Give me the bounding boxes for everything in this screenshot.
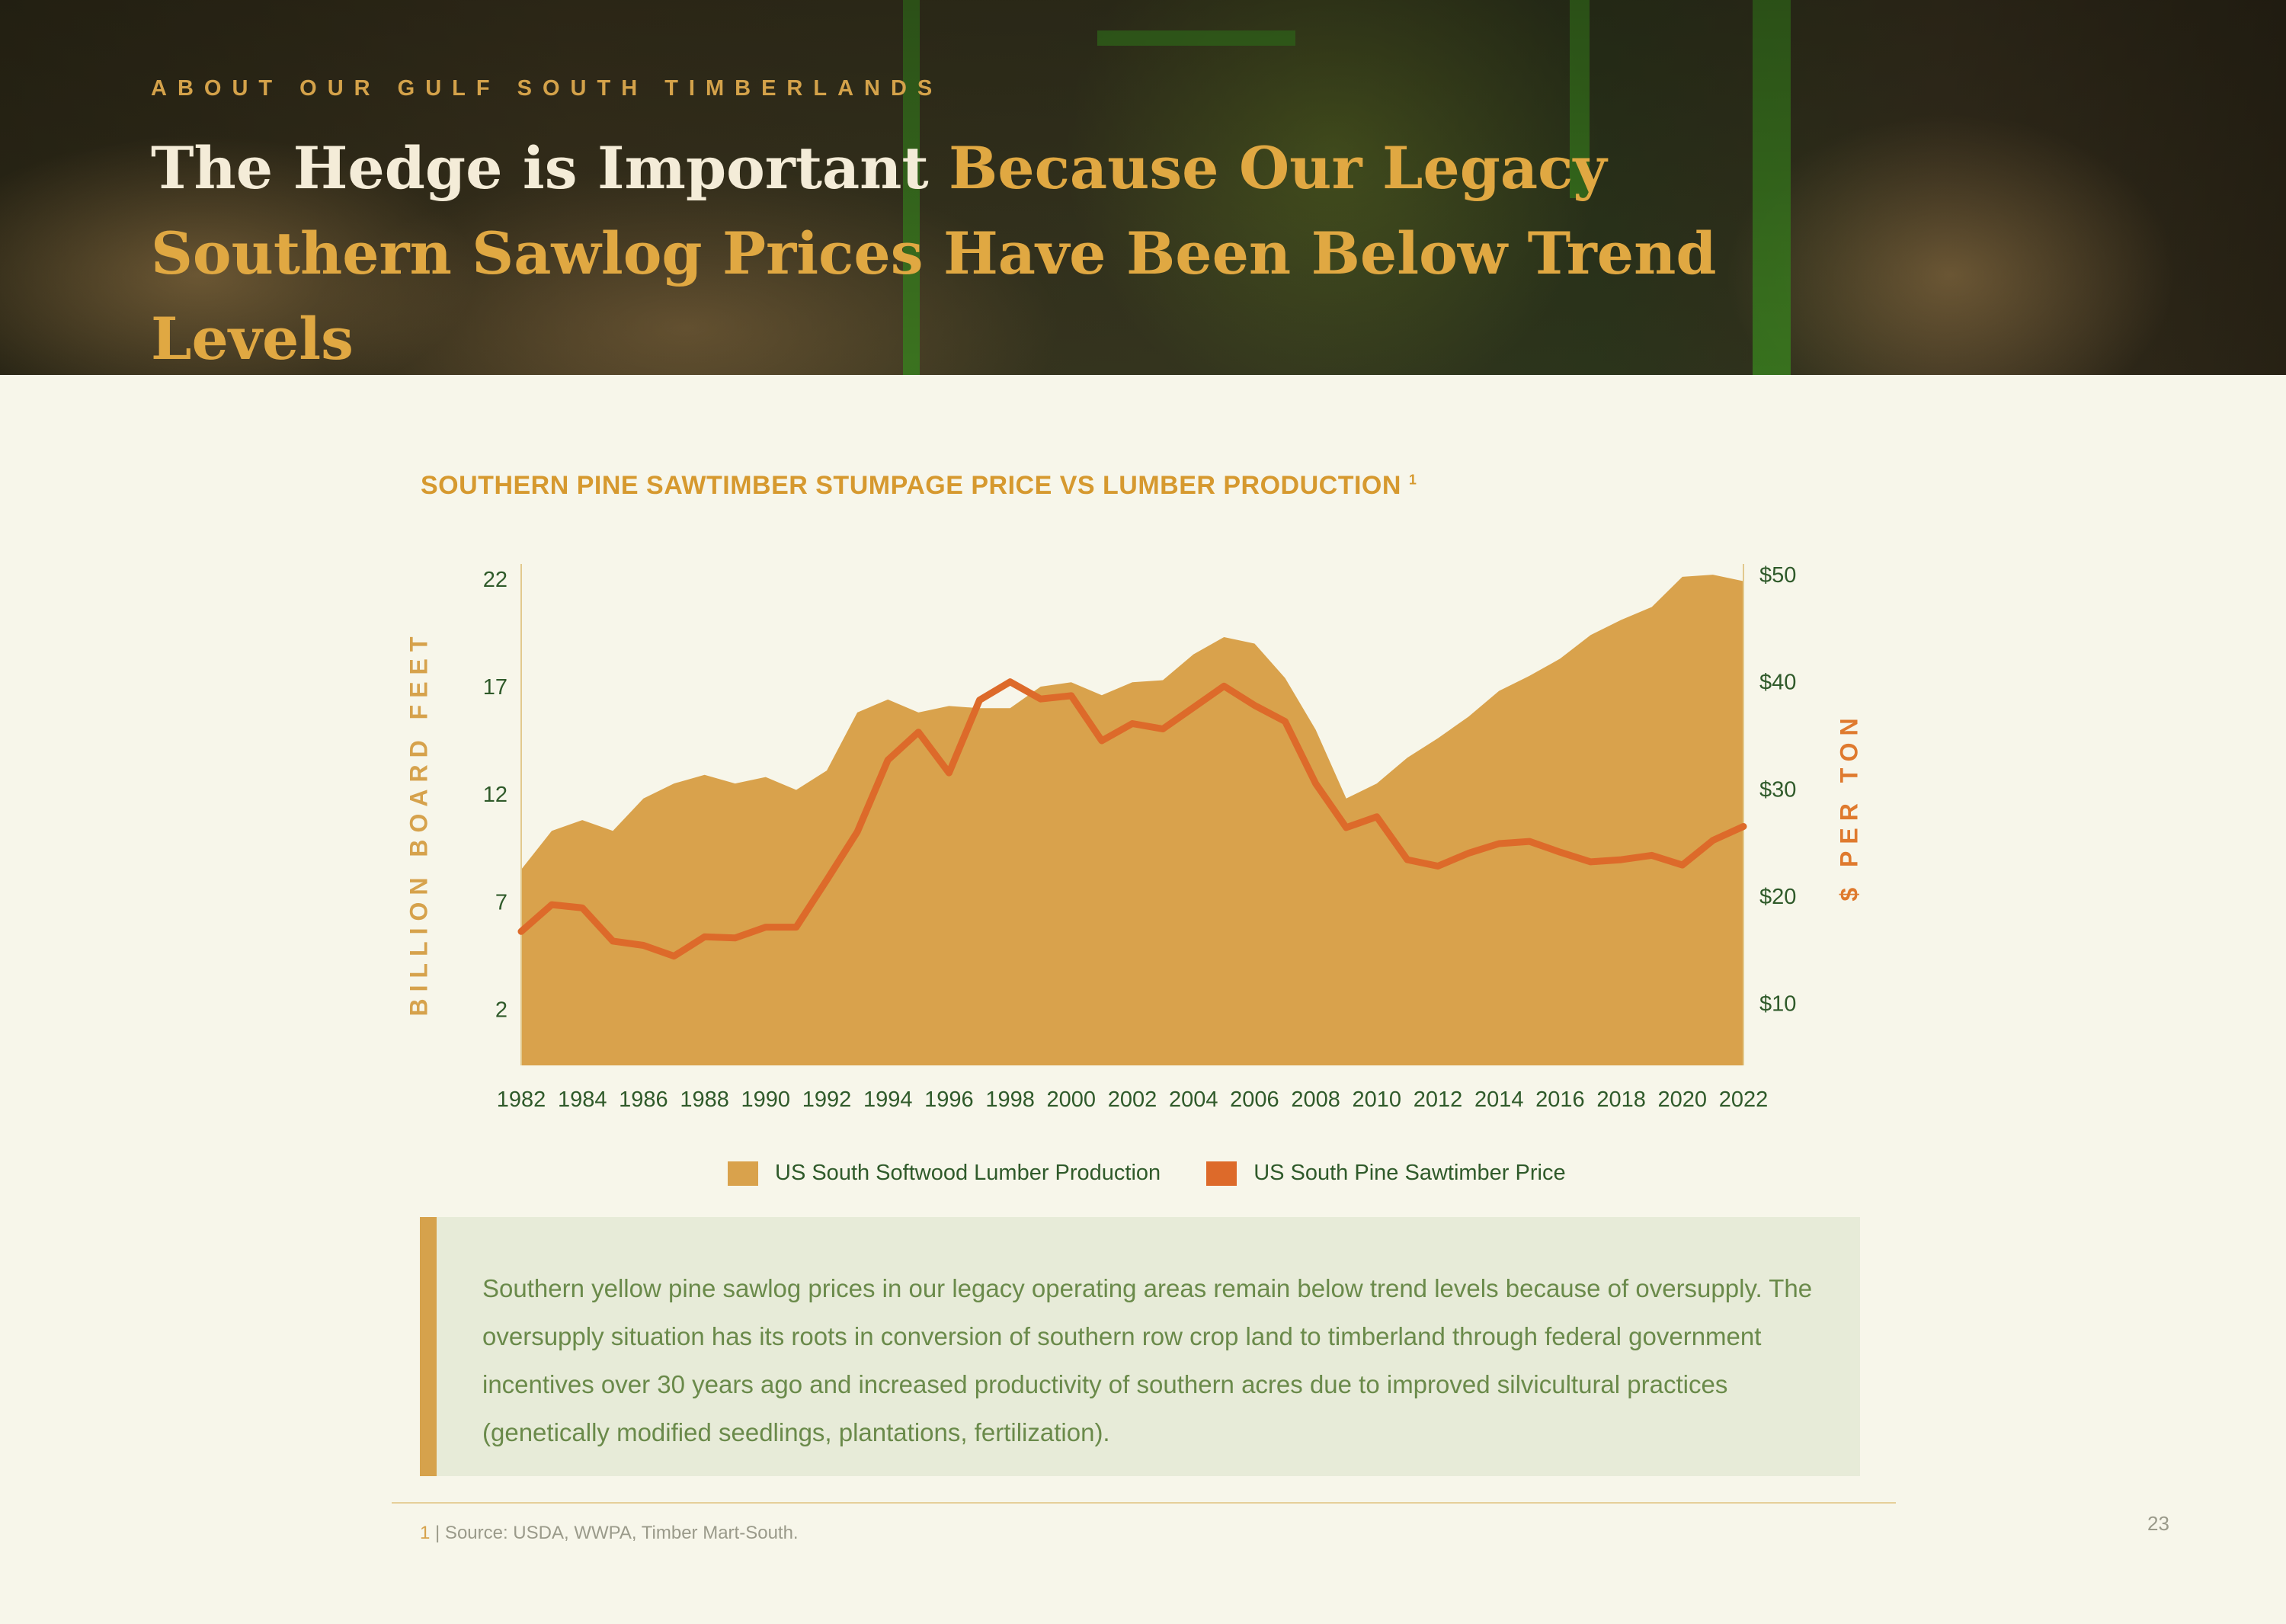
commentary-box: Southern yellow pine sawlog prices in ou… bbox=[420, 1217, 1860, 1476]
x-tick-label: 2006 bbox=[1230, 1087, 1279, 1112]
background-beam bbox=[1570, 0, 1590, 198]
x-tick-label: 1988 bbox=[680, 1087, 729, 1112]
x-tick-label: 1984 bbox=[558, 1087, 607, 1112]
chart-title: SOUTHERN PINE SAWTIMBER STUMPAGE PRICE V… bbox=[421, 471, 1417, 501]
background-beam bbox=[1753, 0, 1791, 375]
legend-label-price: US South Pine Sawtimber Price bbox=[1253, 1161, 1566, 1185]
production-area bbox=[521, 575, 1743, 1065]
page-title: The Hedge is Important Because Our Legac… bbox=[151, 126, 1903, 375]
x-tick-label: 1982 bbox=[497, 1087, 546, 1112]
y2-tick-label: $40 bbox=[1759, 671, 1796, 695]
background-beam bbox=[903, 0, 920, 375]
y-tick-label: 12 bbox=[483, 783, 507, 807]
x-tick-label: 2016 bbox=[1535, 1087, 1585, 1112]
y-tick-label: 7 bbox=[495, 890, 507, 915]
footer-divider bbox=[392, 1502, 1896, 1504]
page-number: 23 bbox=[2147, 1512, 2169, 1535]
x-tick-label: 2002 bbox=[1108, 1087, 1157, 1112]
x-tick-label: 1996 bbox=[924, 1087, 974, 1112]
footnote-text: | Source: USDA, WWPA, Timber Mart-South. bbox=[430, 1523, 799, 1543]
x-tick-label: 2012 bbox=[1414, 1087, 1463, 1112]
background-beam bbox=[1097, 30, 1295, 46]
y2-tick-label: $30 bbox=[1759, 777, 1796, 802]
legend-swatch-production bbox=[728, 1161, 758, 1186]
y-tick-label: 22 bbox=[483, 568, 507, 592]
commentary-text: Southern yellow pine sawlog prices in ou… bbox=[482, 1274, 1813, 1446]
x-tick-label: 2014 bbox=[1474, 1087, 1524, 1112]
chart-legend: US South Softwood Lumber Production US S… bbox=[728, 1161, 1612, 1186]
x-tick-label: 2020 bbox=[1658, 1087, 1708, 1112]
x-tick-label: 2008 bbox=[1291, 1087, 1340, 1112]
y2-tick-label: $10 bbox=[1759, 991, 1796, 1016]
legend-label-production: US South Softwood Lumber Production bbox=[775, 1161, 1161, 1185]
legend-item-production: US South Softwood Lumber Production bbox=[728, 1161, 1161, 1186]
legend-swatch-price bbox=[1206, 1161, 1237, 1186]
chart-title-text: SOUTHERN PINE SAWTIMBER STUMPAGE PRICE V… bbox=[421, 471, 1401, 500]
x-tick-label: 2022 bbox=[1719, 1087, 1769, 1112]
source-footnote: 1 | Source: USDA, WWPA, Timber Mart-Sout… bbox=[420, 1523, 799, 1544]
y2-tick-label: $20 bbox=[1759, 885, 1796, 909]
x-tick-label: 1990 bbox=[741, 1087, 791, 1112]
x-tick-label: 2018 bbox=[1596, 1087, 1646, 1112]
x-tick-label: 2010 bbox=[1353, 1087, 1402, 1112]
x-tick-label: 1992 bbox=[802, 1087, 852, 1112]
page-title-part2: Because Our Legacy Southern Sawlog Price… bbox=[151, 134, 1717, 373]
price-line bbox=[517, 678, 1747, 960]
footnote-number: 1 bbox=[420, 1523, 431, 1543]
header-shade bbox=[0, 0, 2286, 375]
section-eyebrow: ABOUT OUR GULF SOUTH TIMBERLANDS bbox=[151, 76, 943, 101]
chart-title-footnote-marker: 1 bbox=[1408, 472, 1417, 488]
x-tick-label: 1994 bbox=[863, 1087, 913, 1112]
y-tick-label: 2 bbox=[495, 998, 507, 1023]
page-title-part1: The Hedge is Important bbox=[151, 134, 949, 202]
header-banner: ABOUT OUR GULF SOUTH TIMBERLANDS The Hed… bbox=[0, 0, 2286, 375]
y2-tick-label: $50 bbox=[1759, 563, 1796, 588]
y-tick-label: 17 bbox=[483, 675, 507, 700]
x-tick-label: 1998 bbox=[985, 1087, 1035, 1112]
x-tick-label: 2000 bbox=[1047, 1087, 1097, 1112]
x-tick-label: 1986 bbox=[619, 1087, 668, 1112]
legend-item-price: US South Pine Sawtimber Price bbox=[1206, 1161, 1566, 1186]
x-tick-label: 2004 bbox=[1169, 1087, 1218, 1112]
